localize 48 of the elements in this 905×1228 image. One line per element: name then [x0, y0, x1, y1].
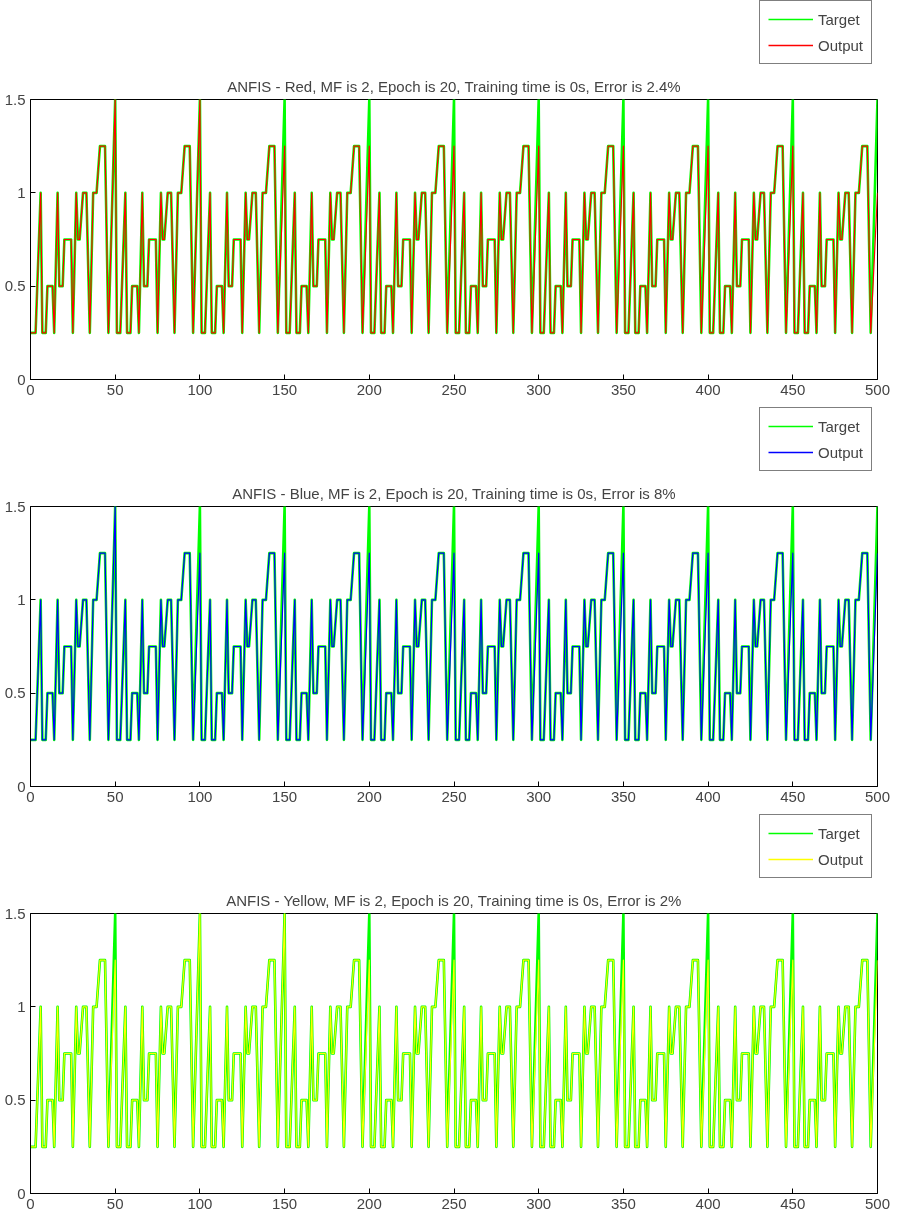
legend-label: Target: [818, 824, 860, 842]
x-tick-label: 400: [695, 1194, 721, 1212]
y-tick-label: 0.5: [4, 1091, 26, 1109]
x-tick-label: 100: [187, 380, 213, 398]
x-tick-label: 250: [441, 787, 467, 805]
x-tick-label: 200: [356, 380, 382, 398]
x-tick-label: 500: [864, 1194, 891, 1212]
y-tick-label: 1: [17, 997, 26, 1015]
x-tick-label: 100: [187, 1194, 213, 1212]
y-tick-label: 1: [17, 183, 26, 201]
x-tick-label: 300: [526, 380, 552, 398]
x-tick-label: 150: [272, 787, 298, 805]
x-tick-label: 300: [526, 787, 552, 805]
x-tick-label: 300: [526, 1194, 552, 1212]
x-tick-label: 450: [780, 380, 806, 398]
legend-label: Output: [818, 850, 864, 868]
chart-title: ANFIS - Red, MF is 2, Epoch is 20, Training time is 0s, Error is 2.4%: [227, 77, 681, 95]
y-tick-label: 1.5: [4, 497, 26, 515]
x-tick-label: 150: [272, 1194, 298, 1212]
x-tick-label: 150: [272, 380, 298, 398]
x-tick-label: 200: [356, 1194, 382, 1212]
chart-title: ANFIS - Blue, MF is 2, Epoch is 20, Training time is 0s, Error is 8%: [232, 484, 676, 502]
x-tick-label: 400: [695, 787, 721, 805]
legend-label: Target: [818, 417, 860, 435]
x-tick-label: 250: [441, 1194, 467, 1212]
x-tick-label: 50: [106, 1194, 124, 1212]
x-tick-label: 50: [106, 787, 124, 805]
y-tick-label: 1: [17, 590, 26, 608]
x-tick-label: 450: [780, 1194, 806, 1212]
y-tick-label: 1.5: [4, 904, 26, 922]
legend-label: Output: [818, 36, 864, 54]
legend-label: Target: [818, 10, 860, 28]
y-tick-label: 1.5: [4, 90, 26, 108]
x-tick-label: 350: [610, 380, 636, 398]
x-tick-label: 100: [187, 787, 213, 805]
x-tick-label: 200: [356, 787, 382, 805]
chart-title: ANFIS - Yellow, MF is 2, Epoch is 20, Training time is 0s, Error is 2%: [226, 891, 682, 909]
y-tick-label: 0.5: [4, 277, 26, 295]
x-tick-label: 350: [610, 787, 636, 805]
x-tick-label: 400: [695, 380, 721, 398]
x-tick-label: 500: [864, 787, 891, 805]
x-tick-label: 350: [610, 1194, 636, 1212]
x-tick-label: 250: [441, 380, 467, 398]
legend-label: Output: [818, 443, 864, 461]
x-tick-label: 500: [864, 380, 891, 398]
x-tick-label: 50: [106, 380, 124, 398]
y-tick-label: 0.5: [4, 684, 26, 702]
x-tick-label: 450: [780, 787, 806, 805]
